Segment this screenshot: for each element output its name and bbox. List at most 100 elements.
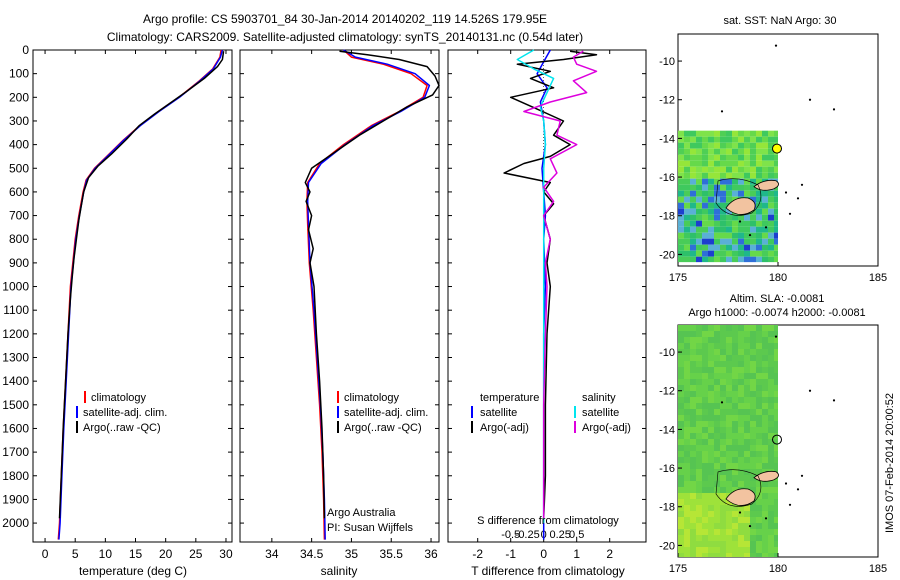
map-cell — [702, 190, 708, 197]
map-cell — [738, 343, 744, 349]
map-cell — [756, 349, 762, 355]
map-cell — [750, 196, 756, 203]
map-cell — [744, 355, 750, 361]
map-cell — [726, 469, 732, 475]
map-cell — [684, 493, 690, 499]
map-cell — [720, 517, 726, 523]
map-cell — [768, 535, 774, 541]
map-cell — [684, 475, 690, 481]
map-cell — [774, 130, 778, 137]
map-cell — [744, 238, 750, 245]
map-cell — [768, 385, 774, 391]
map-cell — [696, 511, 702, 517]
map-cell — [756, 547, 762, 553]
map-cell — [714, 451, 720, 457]
map-cell — [750, 325, 756, 331]
map-cell — [732, 367, 738, 373]
map-cell — [708, 409, 714, 415]
map-cell — [732, 391, 738, 397]
map-cell — [726, 427, 732, 433]
map-cell — [702, 226, 708, 233]
map-cell — [708, 469, 714, 475]
map-cell — [762, 367, 768, 373]
map-cell — [750, 469, 756, 475]
x-tick-label: 5 — [72, 547, 79, 561]
map-cell — [702, 130, 708, 137]
map-cell — [684, 553, 690, 557]
y-tick-label: -20 — [659, 540, 675, 552]
map-cell — [732, 463, 738, 469]
map-cell — [690, 505, 696, 511]
map-cell — [744, 331, 750, 337]
map-cell — [696, 475, 702, 481]
map-cell — [774, 523, 778, 529]
map-cell — [768, 238, 774, 245]
s-difference-xlabel: S difference from climatology — [477, 515, 619, 527]
map-cell — [774, 391, 778, 397]
map-cell — [714, 232, 720, 239]
map-cell — [768, 202, 774, 209]
map-cell — [768, 142, 774, 149]
x-tick-label: 35.5 — [380, 547, 404, 561]
map-cell — [708, 487, 714, 493]
map-cell — [702, 154, 708, 161]
map-cell — [768, 154, 774, 161]
map-cell — [714, 505, 720, 511]
map-cell — [684, 337, 690, 343]
series-argo — [58, 51, 225, 519]
map-cell — [702, 553, 708, 557]
map-cell — [714, 166, 720, 173]
map-cell — [774, 451, 778, 457]
map-cell — [684, 220, 690, 227]
map-cell — [744, 250, 750, 257]
map-cell — [696, 553, 702, 557]
map-cell — [714, 196, 720, 203]
map-cell — [684, 214, 690, 221]
map-cell — [708, 355, 714, 361]
islet — [800, 474, 804, 477]
map-cell — [708, 523, 714, 529]
map-cell — [726, 355, 732, 361]
map-cell — [684, 391, 690, 397]
map-cell — [696, 136, 702, 143]
map-cell — [750, 238, 756, 245]
map-cell — [702, 166, 708, 173]
map-cell — [750, 361, 756, 367]
map-cell — [762, 220, 768, 227]
map-cell — [732, 517, 738, 523]
map-cell — [774, 481, 778, 487]
map-cell — [768, 511, 774, 517]
legend-satellite: satellite-adj. clim. — [344, 407, 428, 419]
map-cell — [756, 244, 762, 251]
map-cell — [708, 160, 714, 167]
map-cell — [690, 244, 696, 251]
map-cell — [744, 244, 750, 251]
map-cell — [738, 451, 744, 457]
map-cell — [690, 475, 696, 481]
map-cell — [708, 367, 714, 373]
map-cell — [768, 130, 774, 137]
map-cell — [702, 499, 708, 505]
map-cell — [744, 445, 750, 451]
map-cell — [774, 250, 778, 257]
map-cell — [768, 172, 774, 179]
map-cell — [768, 547, 774, 553]
y-tick-label: 100 — [9, 67, 29, 81]
map-cell — [726, 541, 732, 547]
map-cell — [738, 154, 744, 161]
map-cell — [690, 226, 696, 233]
map-cell — [756, 142, 762, 149]
legend-climatology: climatology — [91, 392, 147, 404]
map-cell — [720, 343, 726, 349]
map-cell — [750, 451, 756, 457]
temperature-ticks: 0 5 10 15 20 25 300100200300400500600700800900… — [2, 43, 233, 561]
map-cell — [690, 403, 696, 409]
map-cell — [690, 445, 696, 451]
map-cell — [678, 505, 684, 511]
x-tick-label: 20 — [159, 547, 173, 561]
map-cell — [750, 148, 756, 155]
map-cell — [774, 433, 778, 439]
map-cell — [768, 136, 774, 143]
map-cell — [726, 451, 732, 457]
map-cell — [696, 427, 702, 433]
